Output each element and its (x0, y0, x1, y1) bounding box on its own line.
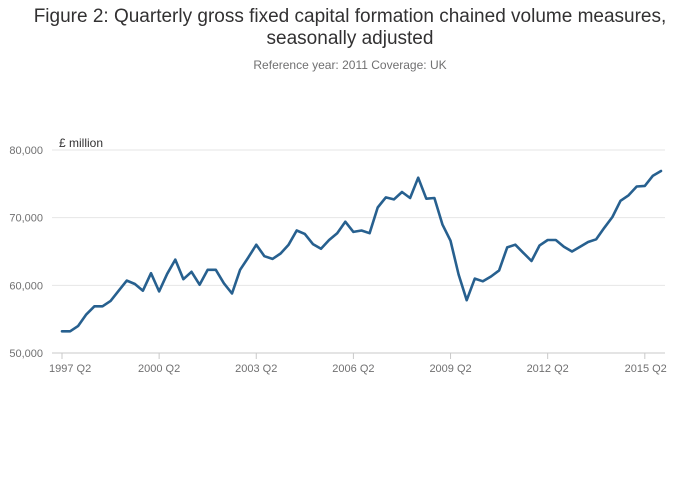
x-axis: 1997 Q2 2000 Q2 2003 Q2 2006 Q2 2009 Q2 2012 … (49, 352, 667, 375)
y-tick-label: 70,000 (9, 213, 43, 225)
x-tick-label: 2006 Q2 (332, 363, 374, 375)
x-tick-label: 1997 Q2 (49, 363, 91, 375)
y-axis-unit-label: £ million (59, 136, 103, 150)
y-axis-ticks: 50,000 60,000 70,000 80,000 (9, 145, 43, 360)
chart-title-line-2: seasonally adjusted (266, 28, 434, 49)
chart-title: Figure 2: Quarterly gross fixed capital … (0, 6, 700, 50)
x-tick-label: 2009 Q2 (429, 363, 471, 375)
gridlines (52, 149, 665, 286)
y-tick-label: 80,000 (9, 145, 43, 157)
x-tick-label: 2015 Q2 (625, 363, 667, 375)
x-tick-label: 2012 Q2 (527, 363, 569, 375)
chart-title-line-1: Figure 2: Quarterly gross fixed capital … (33, 6, 667, 27)
series-line[interactable] (60, 169, 663, 333)
x-tick-label: 2003 Q2 (235, 363, 277, 375)
x-tick-label: 2000 Q2 (138, 363, 180, 375)
y-tick-label: 60,000 (9, 280, 43, 292)
series-layer (60, 169, 663, 333)
chart-subtitle: Reference year: 2011 Coverage: UK (253, 58, 447, 72)
y-tick-label: 50,000 (9, 348, 43, 360)
